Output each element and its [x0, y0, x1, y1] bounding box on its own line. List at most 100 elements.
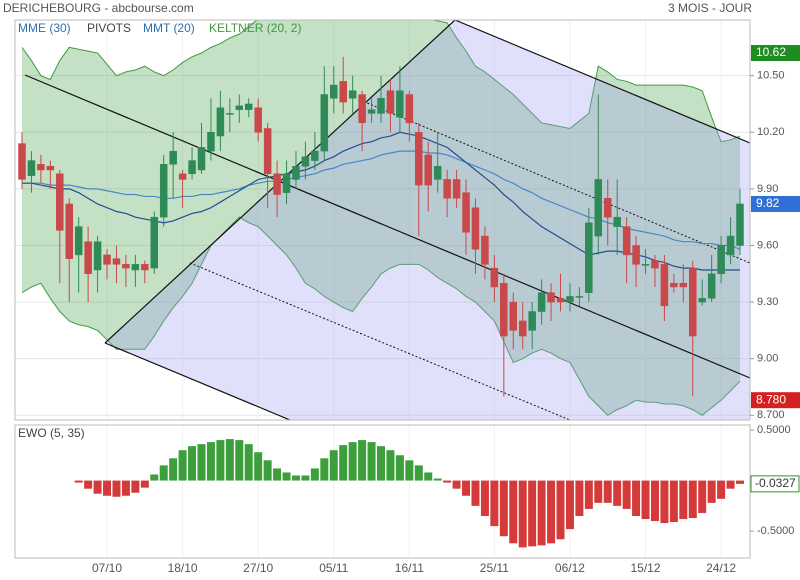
ewo-bar — [480, 480, 489, 516]
ewo-bar — [169, 458, 178, 481]
candle-body — [717, 245, 725, 275]
candle-body — [670, 282, 678, 288]
candle-body — [528, 311, 536, 331]
x-tick-label: 27/10 — [243, 561, 273, 575]
candle-body — [566, 296, 574, 303]
candle-body — [74, 226, 83, 256]
channel-lower — [104, 342, 291, 420]
candle-body — [386, 90, 395, 114]
ewo-bar — [650, 480, 659, 522]
candle-body — [358, 94, 366, 124]
candle-body — [93, 241, 102, 271]
candle-body — [367, 109, 376, 114]
candle-body — [330, 84, 338, 99]
header-source: DERICHEBOURG - abcbourse.com — [3, 1, 194, 15]
ewo-bar — [622, 480, 631, 509]
ewo-bar — [613, 480, 622, 506]
candle-body — [159, 164, 168, 218]
candle-body — [689, 267, 697, 337]
ewo-bar — [188, 446, 197, 481]
candle-body — [122, 264, 130, 269]
x-tick-label: 16/11 — [395, 561, 424, 575]
candle-body — [537, 292, 546, 312]
candle-body — [518, 320, 527, 337]
candle-body — [226, 113, 234, 115]
ewo-bar — [528, 480, 537, 547]
ewo-bar — [584, 480, 593, 509]
legend-item: MME (30) — [18, 21, 71, 35]
ewo-bar — [329, 450, 338, 481]
ewo-bar — [273, 468, 282, 481]
ewo-bar — [717, 480, 726, 499]
ewo-bar — [263, 460, 272, 481]
ewo-bar — [93, 480, 102, 494]
candle-body — [339, 81, 347, 103]
legend-item: KELTNER (20, 2) — [209, 21, 301, 35]
legend-item: PIVOTS — [87, 21, 131, 35]
last-value-label: -0.0327 — [755, 476, 796, 490]
channel-area — [105, 20, 750, 420]
ewo-bar — [594, 480, 603, 503]
ewo-bar — [74, 480, 83, 483]
candle-body — [613, 216, 621, 227]
ewo-bar — [339, 445, 348, 481]
candle-body — [84, 241, 92, 275]
ewo-bar — [235, 440, 244, 481]
candle-body — [244, 103, 253, 110]
candle-body — [103, 254, 111, 265]
candle-body — [707, 273, 716, 299]
ewo-bar — [433, 478, 442, 481]
ewo-bar — [197, 444, 206, 481]
ewo-bar — [575, 480, 584, 516]
ewo-bar — [159, 465, 168, 481]
channel-dotted — [359, 99, 750, 264]
candle-body — [112, 258, 121, 265]
candle-body — [131, 264, 140, 271]
candle-body — [46, 165, 55, 171]
candle-body — [547, 292, 555, 303]
ewo-bar — [688, 480, 697, 519]
grid — [15, 20, 750, 558]
candle-body — [396, 90, 404, 118]
candle-body — [660, 264, 669, 307]
candle-body — [698, 298, 706, 303]
legend: MME (30) PIVOTS MMT (20) KELTNER (20, 2) — [18, 21, 301, 35]
ewo-bar — [632, 480, 641, 516]
ewo-bar — [641, 480, 650, 520]
ewo-bar — [254, 452, 263, 481]
ewo-bar — [518, 480, 527, 548]
candle-body — [178, 173, 187, 180]
y-tick-label: 10.20 — [757, 126, 785, 138]
candle-body — [377, 98, 385, 114]
legend-item: MMT (20) — [143, 21, 195, 35]
candle-body — [490, 267, 499, 288]
candle-body — [273, 173, 281, 195]
ewo-bar — [471, 480, 480, 506]
ewo-bar — [462, 480, 471, 496]
axes: 8.700 9.00 9.30 9.60 9.90 10.20 10.50 07/10 18/1… — [92, 45, 800, 575]
ewo-bar — [84, 480, 93, 489]
candle-body — [585, 222, 593, 293]
y-tick-label: 10.50 — [757, 70, 785, 82]
ewo-bar — [490, 480, 499, 527]
candle-body — [216, 107, 225, 137]
ewo-bar — [443, 480, 452, 483]
ewo-bar — [103, 480, 112, 496]
candle-body — [197, 147, 206, 171]
ewo-bar — [377, 446, 385, 481]
candle-body — [56, 173, 64, 231]
ewo-bar — [698, 480, 707, 513]
candle-body — [27, 160, 36, 176]
candle-body — [632, 245, 640, 265]
candle-body — [509, 301, 518, 331]
price-marker-label: 8.780 — [756, 392, 786, 406]
y-tick-label: 9.30 — [757, 296, 778, 308]
ewo-bar — [414, 465, 423, 481]
ewo-bar — [348, 442, 357, 481]
x-tick-label: 24/12 — [706, 561, 736, 575]
candle-body — [594, 179, 603, 237]
ewo-bar — [367, 442, 376, 481]
ewo-bar — [509, 480, 518, 544]
ewo-bar — [669, 480, 678, 523]
candle-body — [150, 216, 159, 269]
